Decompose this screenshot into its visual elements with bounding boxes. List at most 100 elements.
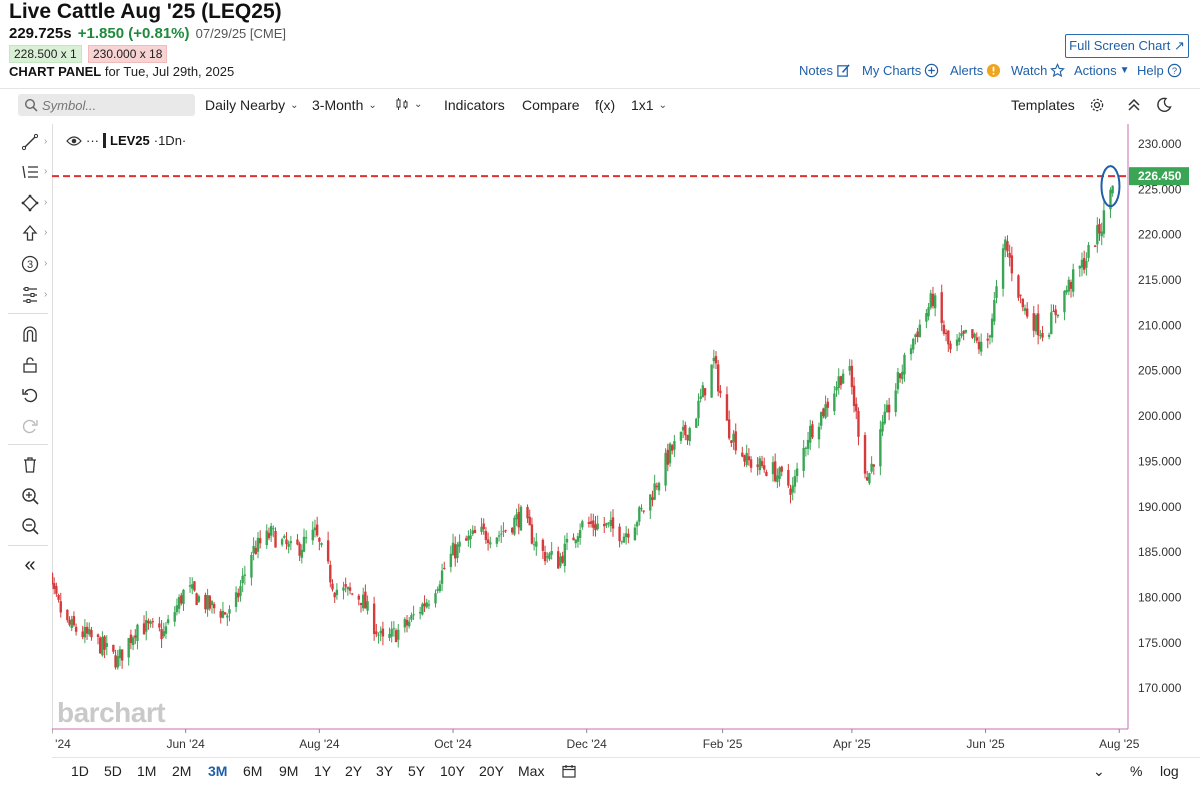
candle-body — [763, 465, 766, 470]
legend-menu-dots[interactable]: ··· — [86, 133, 99, 148]
help-link[interactable]: Help ? — [1137, 63, 1182, 78]
range-button-1y[interactable]: 1Y — [314, 763, 332, 779]
candle-body — [1004, 239, 1007, 250]
fib-tool[interactable] — [18, 160, 42, 184]
range-button-9m[interactable]: 9M — [279, 763, 299, 779]
delete-drawings-button[interactable] — [18, 453, 42, 477]
candle-body — [977, 341, 981, 350]
candle-body — [519, 506, 523, 531]
candle-body — [1039, 335, 1042, 337]
candle-body — [743, 455, 746, 462]
candle-body — [142, 623, 146, 635]
rail-divider — [8, 545, 48, 546]
last-price-badge-label: 226.450 — [1138, 169, 1182, 183]
candle-body — [548, 553, 551, 560]
candle-body — [313, 527, 317, 531]
range-button-5d[interactable]: 5D — [104, 763, 122, 779]
candle-body — [870, 463, 873, 472]
candle-body — [388, 634, 391, 639]
candle-body — [855, 403, 858, 412]
my-charts-link[interactable]: My Charts — [862, 63, 939, 78]
number-circle-icon: 3 — [21, 255, 39, 273]
candle-body — [1069, 281, 1073, 289]
watch-link[interactable]: Watch — [1011, 63, 1066, 78]
candle-body — [497, 535, 501, 537]
scroll-to-end-button[interactable]: ⌄ — [1093, 763, 1105, 780]
redo-button[interactable] — [18, 414, 42, 438]
lock-tool[interactable] — [18, 353, 42, 377]
eye-icon[interactable] — [66, 135, 82, 147]
shapes-tool[interactable] — [18, 191, 42, 215]
chevron-right-icon[interactable]: › — [44, 227, 48, 238]
settings-gear-icon[interactable] — [1089, 97, 1105, 113]
quote-row: 229.725s +1.850 (+0.81%) 07/29/25 [CME] — [9, 25, 286, 42]
candle-body — [454, 544, 457, 559]
counter-tool[interactable]: 3 — [18, 252, 42, 276]
candle-body — [59, 601, 62, 613]
candle-body — [1052, 311, 1055, 313]
candle-body — [1078, 266, 1081, 269]
candle-body — [927, 307, 930, 317]
period-dropdown[interactable]: 3-Month ⌄ — [312, 97, 377, 113]
candle-body — [804, 447, 808, 449]
zoom-in-button[interactable] — [18, 484, 42, 508]
chart-type-dropdown[interactable]: ⌄ — [395, 97, 422, 111]
magnet-tool[interactable] — [18, 322, 42, 346]
range-button-3y[interactable]: 3Y — [376, 763, 394, 779]
chevron-right-icon[interactable]: › — [44, 166, 48, 177]
range-button-1m[interactable]: 1M — [137, 763, 157, 779]
range-button-2m[interactable]: 2M — [172, 763, 192, 779]
chevron-right-icon[interactable]: › — [44, 197, 48, 208]
layout-dropdown[interactable]: 1x1 ⌄ — [631, 97, 667, 113]
fx-button[interactable]: f(x) — [595, 97, 616, 113]
range-button-10y[interactable]: 10Y — [440, 763, 465, 779]
zoom-out-button[interactable] — [18, 514, 42, 538]
candle-body — [703, 388, 707, 396]
range-button-3m[interactable]: 3M — [208, 763, 228, 779]
arrow-tool[interactable] — [18, 221, 42, 245]
full-screen-chart-button[interactable]: Full Screen Chart ↗ — [1065, 34, 1189, 58]
candle-body — [710, 364, 713, 398]
chevron-right-icon[interactable]: › — [44, 258, 48, 269]
notes-link[interactable]: Notes — [799, 63, 851, 78]
candle-body — [1080, 259, 1084, 268]
candle-body — [480, 526, 483, 532]
daily-nearby-dropdown[interactable]: Daily Nearby ⌄ — [205, 97, 299, 113]
candle-body — [758, 458, 762, 471]
collapse-up-icon[interactable] — [1126, 97, 1142, 113]
candle-body — [964, 329, 968, 333]
alerts-link[interactable]: Alerts — [950, 63, 1001, 78]
range-button-6m[interactable]: 6M — [243, 763, 263, 779]
percent-scale-toggle[interactable]: % — [1130, 763, 1143, 779]
collapse-rail-button[interactable]: « — [18, 553, 42, 577]
symbol-input[interactable] — [18, 94, 195, 116]
templates-button[interactable]: Templates — [1011, 97, 1075, 113]
candle-body — [74, 626, 78, 632]
range-button-2y[interactable]: 2Y — [345, 763, 363, 779]
compare-button[interactable]: Compare — [522, 97, 580, 113]
candle-body — [557, 551, 560, 569]
candle-body — [1087, 244, 1090, 258]
x-tick-label: Aug '25 — [1099, 737, 1140, 751]
y-tick-label: 170.000 — [1138, 681, 1182, 695]
candle-body — [741, 452, 744, 457]
calendar-icon[interactable] — [562, 764, 576, 778]
measure-tool[interactable] — [18, 283, 42, 307]
undo-button[interactable] — [18, 383, 42, 407]
candle-body — [164, 626, 168, 634]
actions-menu[interactable]: Actions ▼ — [1074, 63, 1130, 78]
candle-body — [151, 621, 155, 623]
candle-body — [195, 593, 198, 606]
indicators-button[interactable]: Indicators — [444, 97, 505, 113]
range-button-5y[interactable]: 5Y — [408, 763, 426, 779]
range-button-20y[interactable]: 20Y — [479, 763, 504, 779]
log-scale-toggle[interactable]: log — [1160, 763, 1179, 779]
chevron-right-icon[interactable]: › — [44, 289, 48, 300]
range-button-1d[interactable]: 1D — [71, 763, 89, 779]
dark-mode-moon-icon[interactable] — [1156, 97, 1172, 113]
range-button-max[interactable]: Max — [518, 763, 545, 779]
price-chart[interactable]: 230.000 225.000 220.000 215.000 210.000 205.0… — [52, 124, 1200, 757]
trendline-tool[interactable] — [18, 130, 42, 154]
chevron-right-icon[interactable]: › — [44, 136, 48, 147]
candle-body — [697, 400, 700, 419]
